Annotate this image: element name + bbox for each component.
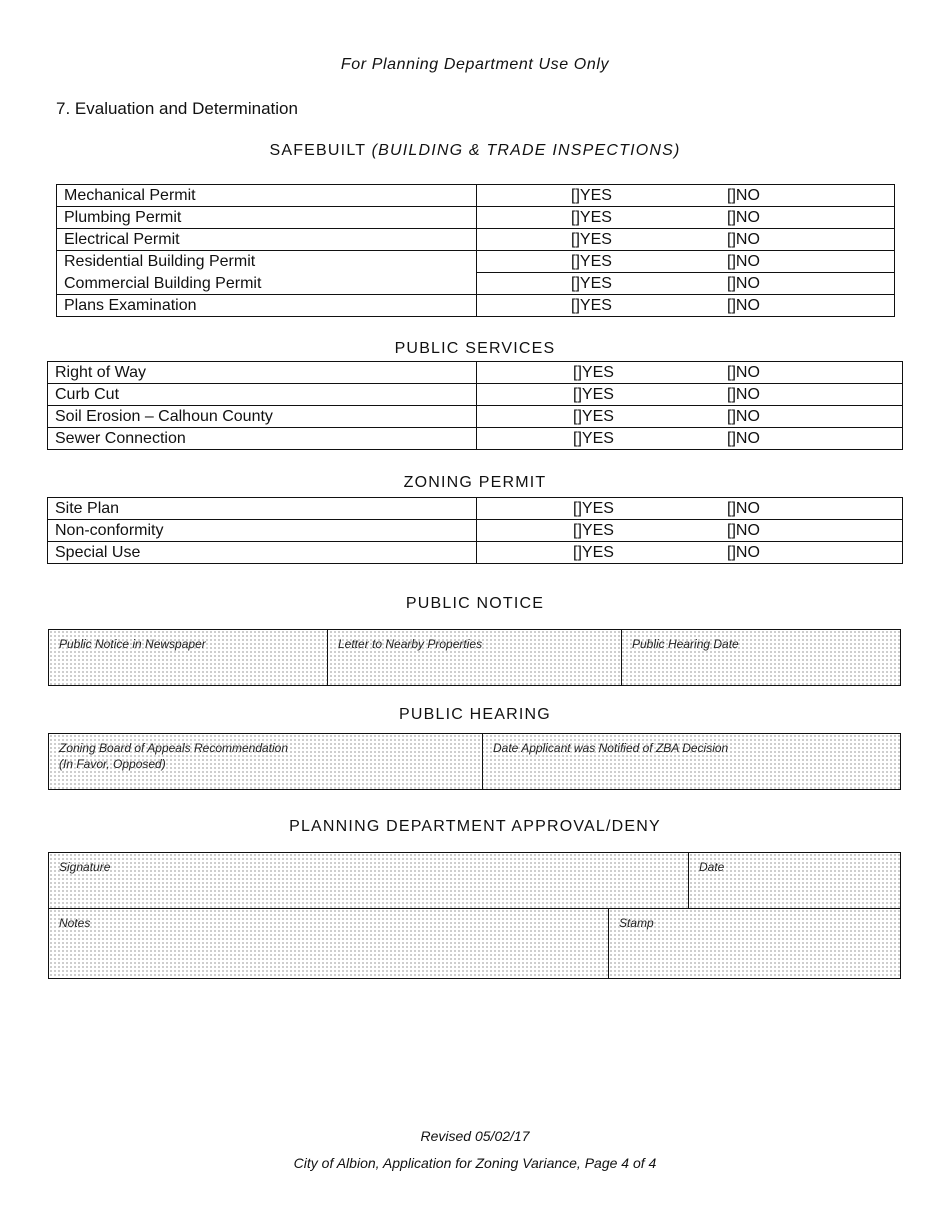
public-hearing-box: Zoning Board of Appeals Recommendation (I… bbox=[48, 733, 901, 790]
table-row: Electrical Permit []YES []NO bbox=[56, 228, 895, 251]
stamp-field[interactable]: Stamp bbox=[619, 916, 654, 930]
yes-checkbox[interactable]: []YES bbox=[571, 231, 612, 248]
table-row: Soil Erosion – Calhoun County []YES []NO bbox=[47, 405, 903, 428]
row-label: Right of Way bbox=[47, 361, 477, 384]
zba-recommendation-field[interactable]: Zoning Board of Appeals Recommendation (I… bbox=[59, 740, 288, 772]
no-checkbox[interactable]: []NO bbox=[727, 430, 760, 447]
hearing-date-field[interactable]: Public Hearing Date bbox=[632, 637, 739, 651]
public-services-heading: PUBLIC SERVICES bbox=[394, 340, 556, 357]
safebuilt-title: SAFEBUILT bbox=[269, 142, 366, 159]
section-title: 7. Evaluation and Determination bbox=[56, 99, 298, 118]
no-checkbox[interactable]: []NO bbox=[727, 275, 760, 292]
public-notice-box: Public Notice in Newspaper Letter to Nea… bbox=[48, 629, 901, 686]
yes-checkbox[interactable]: []YES bbox=[573, 408, 614, 425]
signature-field[interactable]: Signature bbox=[59, 860, 111, 874]
no-checkbox[interactable]: []NO bbox=[727, 253, 760, 270]
row-label: Electrical Permit bbox=[56, 228, 477, 251]
table-row: Non-conformity []YES []NO bbox=[47, 519, 903, 542]
table-row: Mechanical Permit []YES []NO bbox=[56, 184, 895, 207]
row-label: Plumbing Permit bbox=[56, 206, 477, 229]
letter-nearby-field[interactable]: Letter to Nearby Properties bbox=[338, 637, 483, 651]
yes-checkbox[interactable]: []YES bbox=[571, 253, 612, 270]
table-row: Sewer Connection []YES []NO bbox=[47, 427, 903, 450]
safebuilt-subtitle: (BUILDING & TRADE INSPECTIONS) bbox=[371, 142, 681, 159]
yes-checkbox[interactable]: []YES bbox=[571, 209, 612, 226]
newspaper-notice-field[interactable]: Public Notice in Newspaper bbox=[59, 637, 206, 651]
safebuilt-table: Mechanical Permit []YES []NO Plumbing Perm… bbox=[56, 184, 895, 317]
public-hearing-heading: PUBLIC HEARING bbox=[399, 706, 551, 723]
zba-sublabel: (In Favor, Opposed) bbox=[59, 757, 166, 771]
zba-label: Zoning Board of Appeals Recommendation bbox=[59, 741, 289, 755]
yes-checkbox[interactable]: []YES bbox=[573, 430, 614, 447]
row-label: Commercial Building Permit bbox=[56, 272, 477, 295]
no-checkbox[interactable]: []NO bbox=[727, 364, 760, 381]
row-label: Mechanical Permit bbox=[56, 184, 477, 207]
no-checkbox[interactable]: []NO bbox=[727, 522, 760, 539]
row-label: Special Use bbox=[47, 541, 477, 564]
safebuilt-heading: SAFEBUILT (BUILDING & TRADE INSPECTIONS) bbox=[0, 142, 950, 160]
use-only-note: For Planning Department Use Only bbox=[340, 56, 610, 73]
yes-checkbox[interactable]: []YES bbox=[571, 187, 612, 204]
date-field[interactable]: Date bbox=[699, 860, 725, 874]
no-checkbox[interactable]: []NO bbox=[727, 408, 760, 425]
table-row: Plans Examination []YES []NO bbox=[56, 294, 895, 317]
no-checkbox[interactable]: []NO bbox=[727, 544, 760, 561]
row-label: Sewer Connection bbox=[47, 427, 477, 450]
approval-heading: PLANNING DEPARTMENT APPROVAL/DENY bbox=[289, 818, 661, 835]
row-label: Curb Cut bbox=[47, 383, 477, 406]
public-services-table: Right of Way []YES []NO Curb Cut []YES []NO … bbox=[47, 361, 903, 450]
notes-field[interactable]: Notes bbox=[59, 916, 91, 930]
revised-date: Revised 05/02/17 bbox=[420, 1128, 530, 1144]
zoning-table: Site Plan []YES []NO Non-conformity []YES []… bbox=[47, 497, 903, 564]
zba-notified-date-field[interactable]: Date Applicant was Notified of ZBA Decis… bbox=[493, 741, 729, 755]
row-label: Non-conformity bbox=[47, 519, 477, 542]
yes-checkbox[interactable]: []YES bbox=[573, 386, 614, 403]
no-checkbox[interactable]: []NO bbox=[727, 231, 760, 248]
page-footer: City of Albion, Application for Zoning V… bbox=[293, 1155, 657, 1171]
yes-checkbox[interactable]: []YES bbox=[573, 522, 614, 539]
no-checkbox[interactable]: []NO bbox=[727, 297, 760, 314]
table-row: Special Use []YES []NO bbox=[47, 541, 903, 564]
zoning-heading: ZONING PERMIT bbox=[403, 474, 547, 491]
table-row: Plumbing Permit []YES []NO bbox=[56, 206, 895, 229]
yes-checkbox[interactable]: []YES bbox=[573, 544, 614, 561]
public-notice-heading: PUBLIC NOTICE bbox=[405, 595, 545, 612]
yes-checkbox[interactable]: []YES bbox=[573, 500, 614, 517]
yes-checkbox[interactable]: []YES bbox=[573, 364, 614, 381]
no-checkbox[interactable]: []NO bbox=[727, 386, 760, 403]
table-row: Site Plan []YES []NO bbox=[47, 497, 903, 520]
table-row: Right of Way []YES []NO bbox=[47, 361, 903, 384]
row-label: Plans Examination bbox=[56, 294, 477, 317]
approval-row-2: Notes Stamp bbox=[48, 908, 901, 979]
row-label: Soil Erosion – Calhoun County bbox=[47, 405, 477, 428]
table-row: Residential Building Permit []YES []NO bbox=[56, 250, 895, 273]
no-checkbox[interactable]: []NO bbox=[727, 500, 760, 517]
row-label: Site Plan bbox=[47, 497, 477, 520]
table-row: Commercial Building Permit []YES []NO bbox=[56, 272, 895, 295]
yes-checkbox[interactable]: []YES bbox=[571, 275, 612, 292]
table-row: Curb Cut []YES []NO bbox=[47, 383, 903, 406]
approval-row-1: Signature Date bbox=[48, 852, 901, 909]
row-label: Residential Building Permit bbox=[56, 250, 477, 273]
no-checkbox[interactable]: []NO bbox=[727, 187, 760, 204]
yes-checkbox[interactable]: []YES bbox=[571, 297, 612, 314]
no-checkbox[interactable]: []NO bbox=[727, 209, 760, 226]
